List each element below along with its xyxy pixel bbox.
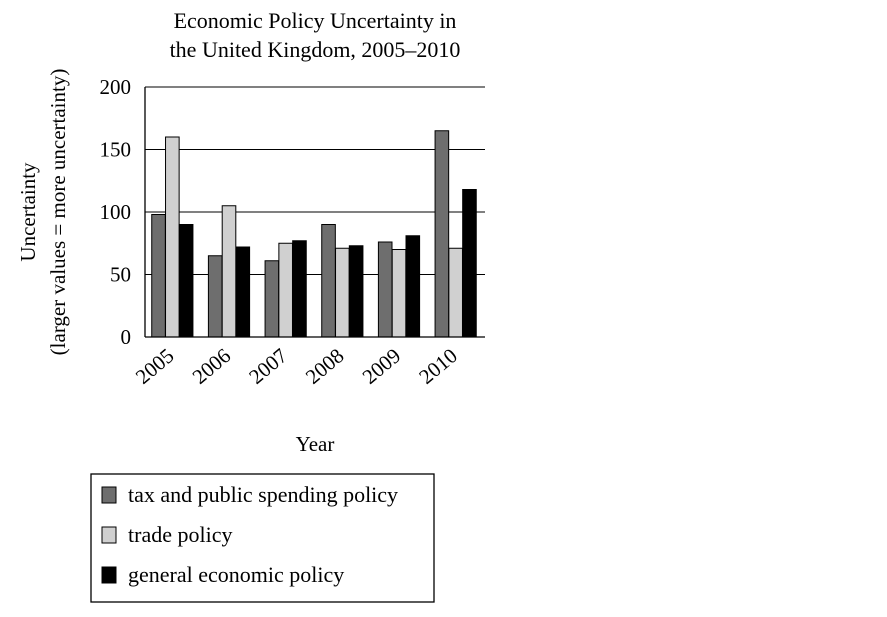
legend: tax and public spending policy trade poli… xyxy=(101,482,398,587)
legend-label: general economic policy xyxy=(128,562,344,587)
y-tick-label: 50 xyxy=(110,263,131,287)
legend-swatch xyxy=(101,566,117,584)
x-axis-title: Year xyxy=(296,432,335,456)
bar xyxy=(405,235,421,338)
y-tick-label: 150 xyxy=(100,138,132,162)
bar xyxy=(235,246,251,338)
legend-swatch xyxy=(101,526,117,544)
y-axis-title: Uncertainty (larger values = more uncert… xyxy=(16,69,70,356)
bar xyxy=(335,247,350,338)
y-axis-ticks: 0 50 100 150 200 xyxy=(100,75,132,349)
y-axis-title-line-1: Uncertainty xyxy=(16,162,40,262)
x-tick-label: 2010 xyxy=(414,343,462,388)
x-tick-label: 2009 xyxy=(358,343,406,388)
y-tick-label: 0 xyxy=(121,325,132,349)
bar xyxy=(207,255,223,338)
legend-box xyxy=(90,473,435,603)
bar xyxy=(348,245,364,338)
chart-title-line-1: Economic Policy Uncertainty in xyxy=(174,8,457,33)
gridlines xyxy=(145,86,485,275)
x-tick-label: 2006 xyxy=(188,343,236,388)
bar xyxy=(278,242,293,338)
bar xyxy=(178,224,194,338)
bar xyxy=(151,214,166,338)
y-tick-label: 100 xyxy=(100,200,132,224)
x-tick-label: 2008 xyxy=(301,343,349,388)
bars xyxy=(151,130,477,338)
bar xyxy=(321,224,336,338)
bar xyxy=(165,136,180,338)
chart-title-line-2: the United Kingdom, 2005–2010 xyxy=(170,37,461,62)
bar xyxy=(462,189,477,338)
legend-label: trade policy xyxy=(128,522,232,547)
legend-swatch xyxy=(101,486,117,504)
bar xyxy=(377,241,393,338)
y-tick-label: 200 xyxy=(100,75,132,99)
bar xyxy=(264,260,280,338)
x-tick-label: 2005 xyxy=(131,343,179,388)
bar xyxy=(448,247,463,338)
bar xyxy=(434,130,450,338)
bar xyxy=(221,205,237,338)
x-axis-ticks: 2005 2006 2007 2008 2009 2010 xyxy=(131,343,462,388)
y-axis-title-line-2: (larger values = more uncertainty) xyxy=(46,69,70,356)
legend-label: tax and public spending policy xyxy=(128,482,398,507)
bar xyxy=(391,249,407,338)
x-tick-label: 2007 xyxy=(244,343,292,388)
bar xyxy=(292,240,307,338)
